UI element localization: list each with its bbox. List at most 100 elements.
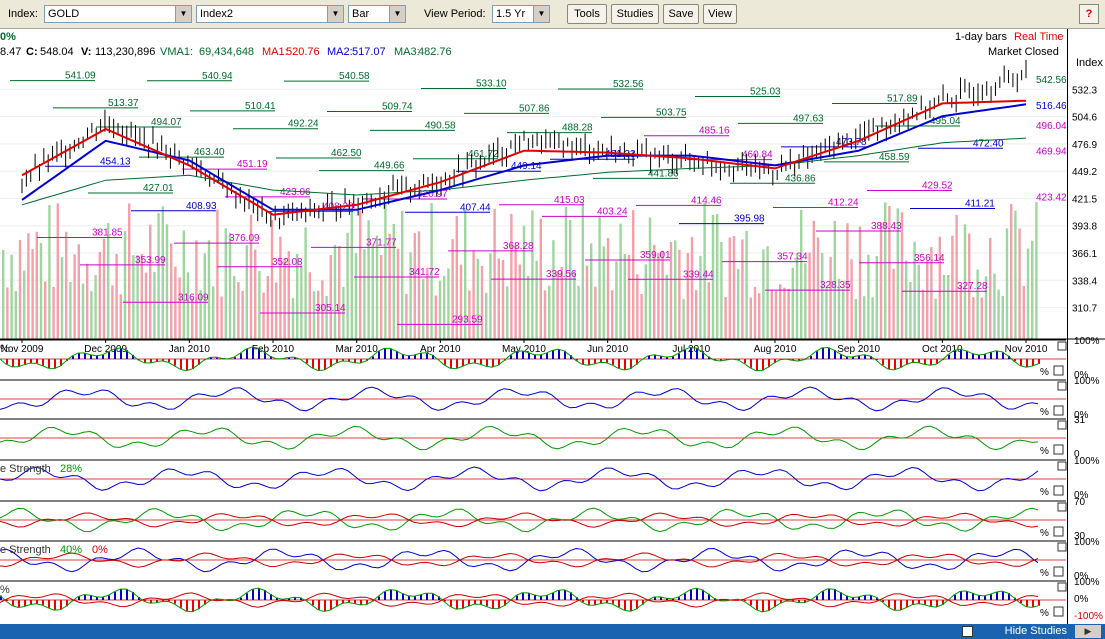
- volume-bar: [968, 233, 971, 339]
- volume-bar: [6, 287, 9, 339]
- level-label: 507.86: [519, 103, 550, 114]
- histogram-bar: [450, 600, 452, 607]
- histogram-bar: [186, 359, 188, 371]
- view-button[interactable]: View: [703, 4, 737, 24]
- histogram-bar: [462, 600, 464, 609]
- help-button[interactable]: ?: [1079, 4, 1099, 24]
- chevron-down-icon[interactable]: ▼: [533, 6, 549, 22]
- histogram-bar: [438, 596, 440, 600]
- histogram-bar: [990, 594, 992, 600]
- histogram-bar: [354, 600, 356, 604]
- chevron-down-icon[interactable]: ▼: [327, 6, 343, 22]
- hide-studies-checkbox[interactable]: [962, 626, 973, 637]
- hide-studies-label[interactable]: Hide Studies: [1004, 625, 1067, 637]
- compare-select[interactable]: Index2 ▼: [196, 5, 344, 23]
- volume-bar: [195, 240, 198, 339]
- close-icon[interactable]: [1057, 461, 1067, 471]
- volume-bar: [552, 240, 555, 339]
- close-icon[interactable]: [1057, 542, 1067, 552]
- play-icon[interactable]: ▶: [1075, 625, 1101, 638]
- y-tick-label: 476.9: [1072, 140, 1097, 151]
- histogram-bar: [180, 359, 182, 370]
- level-label: 305.14: [315, 303, 346, 314]
- close-icon[interactable]: [1057, 381, 1067, 391]
- view-period-select[interactable]: 1.5 Yr ▼: [492, 5, 550, 23]
- histogram-bar: [198, 359, 200, 365]
- histogram-bar: [174, 600, 176, 604]
- volume-bar: [858, 226, 862, 339]
- histogram-bar: [1020, 359, 1022, 366]
- histogram-bar: [174, 359, 176, 366]
- price-chart[interactable]: 541.09 540.94 540.58 533.10 532.56 525.03 517.…: [0, 29, 1105, 624]
- studies-button[interactable]: Studies: [611, 4, 659, 24]
- histogram-bar: [240, 353, 242, 359]
- histogram-bar: [84, 594, 86, 600]
- volume-bar: [476, 258, 479, 339]
- histogram-bar: [204, 600, 206, 605]
- level-label: 485.16: [699, 126, 730, 137]
- volume-bar: [779, 284, 782, 339]
- close-icon[interactable]: [1057, 341, 1067, 351]
- volume-bar: [275, 282, 278, 339]
- histogram-bar: [696, 588, 698, 600]
- study-toggle-checkbox[interactable]: [1053, 485, 1064, 496]
- volume-bar: [753, 286, 757, 339]
- level-label: 423.06: [280, 187, 311, 198]
- histogram-bar: [870, 356, 872, 359]
- histogram-bar: [762, 359, 764, 371]
- histogram-bar: [948, 354, 950, 359]
- level-label: 449.66: [374, 161, 405, 172]
- level-label: 341.72: [409, 267, 440, 278]
- save-button[interactable]: Save: [663, 4, 699, 24]
- histogram-bar: [162, 359, 164, 361]
- histogram-bar: [636, 359, 638, 365]
- histogram-bar: [438, 359, 440, 360]
- histogram-bar: [918, 600, 920, 604]
- study-toggle-checkbox[interactable]: [1053, 405, 1064, 416]
- histogram-bar: [288, 357, 290, 359]
- view-period-label: View Period:: [424, 8, 486, 20]
- histogram-bar: [456, 359, 458, 369]
- study-label: %: [0, 343, 10, 355]
- close-icon[interactable]: [1057, 582, 1067, 592]
- symbol-select[interactable]: GOLD ▼: [44, 5, 192, 23]
- study-toggle-checkbox[interactable]: [1053, 566, 1064, 577]
- histogram-bar: [534, 594, 536, 600]
- volume-bar: [468, 290, 471, 339]
- histogram-bar: [528, 352, 530, 359]
- histogram-bar: [120, 348, 122, 359]
- level-label: 454.13: [100, 156, 131, 167]
- volume-bar: [157, 213, 160, 339]
- histogram-bar: [606, 359, 608, 363]
- histogram-bar: [138, 596, 140, 600]
- histogram-bar: [1038, 359, 1040, 364]
- study-toggle-checkbox[interactable]: [1053, 444, 1064, 455]
- close-icon[interactable]: [1057, 420, 1067, 430]
- histogram-bar: [618, 359, 620, 369]
- histogram-bar: [108, 352, 110, 359]
- volume-bar: [77, 244, 80, 339]
- volume-bar: [854, 298, 857, 339]
- chart-type-select[interactable]: Bar ▼: [348, 5, 406, 23]
- close-icon[interactable]: [1057, 502, 1067, 512]
- tools-button[interactable]: Tools: [567, 4, 607, 24]
- volume-bar: [153, 271, 156, 339]
- histogram-bar: [564, 350, 566, 359]
- study-toggle-checkbox[interactable]: [1053, 365, 1064, 376]
- right-price-label: 516.46: [1036, 101, 1067, 112]
- study-toggle-checkbox[interactable]: [1053, 526, 1064, 537]
- study-toggle-checkbox[interactable]: [1053, 606, 1064, 617]
- volume-bar: [39, 242, 43, 339]
- histogram-bar: [852, 357, 854, 359]
- histogram-bar: [96, 355, 98, 359]
- study-axis-label: 100%: [1074, 456, 1100, 467]
- histogram-bar: [588, 600, 590, 606]
- histogram-bar: [72, 356, 74, 359]
- histogram-bar: [1032, 359, 1034, 367]
- chevron-down-icon[interactable]: ▼: [175, 6, 191, 22]
- histogram-bar: [528, 592, 530, 600]
- chevron-down-icon[interactable]: ▼: [389, 6, 405, 22]
- volume-bar: [737, 269, 740, 339]
- volume-bar: [686, 253, 689, 339]
- histogram-bar: [630, 359, 632, 369]
